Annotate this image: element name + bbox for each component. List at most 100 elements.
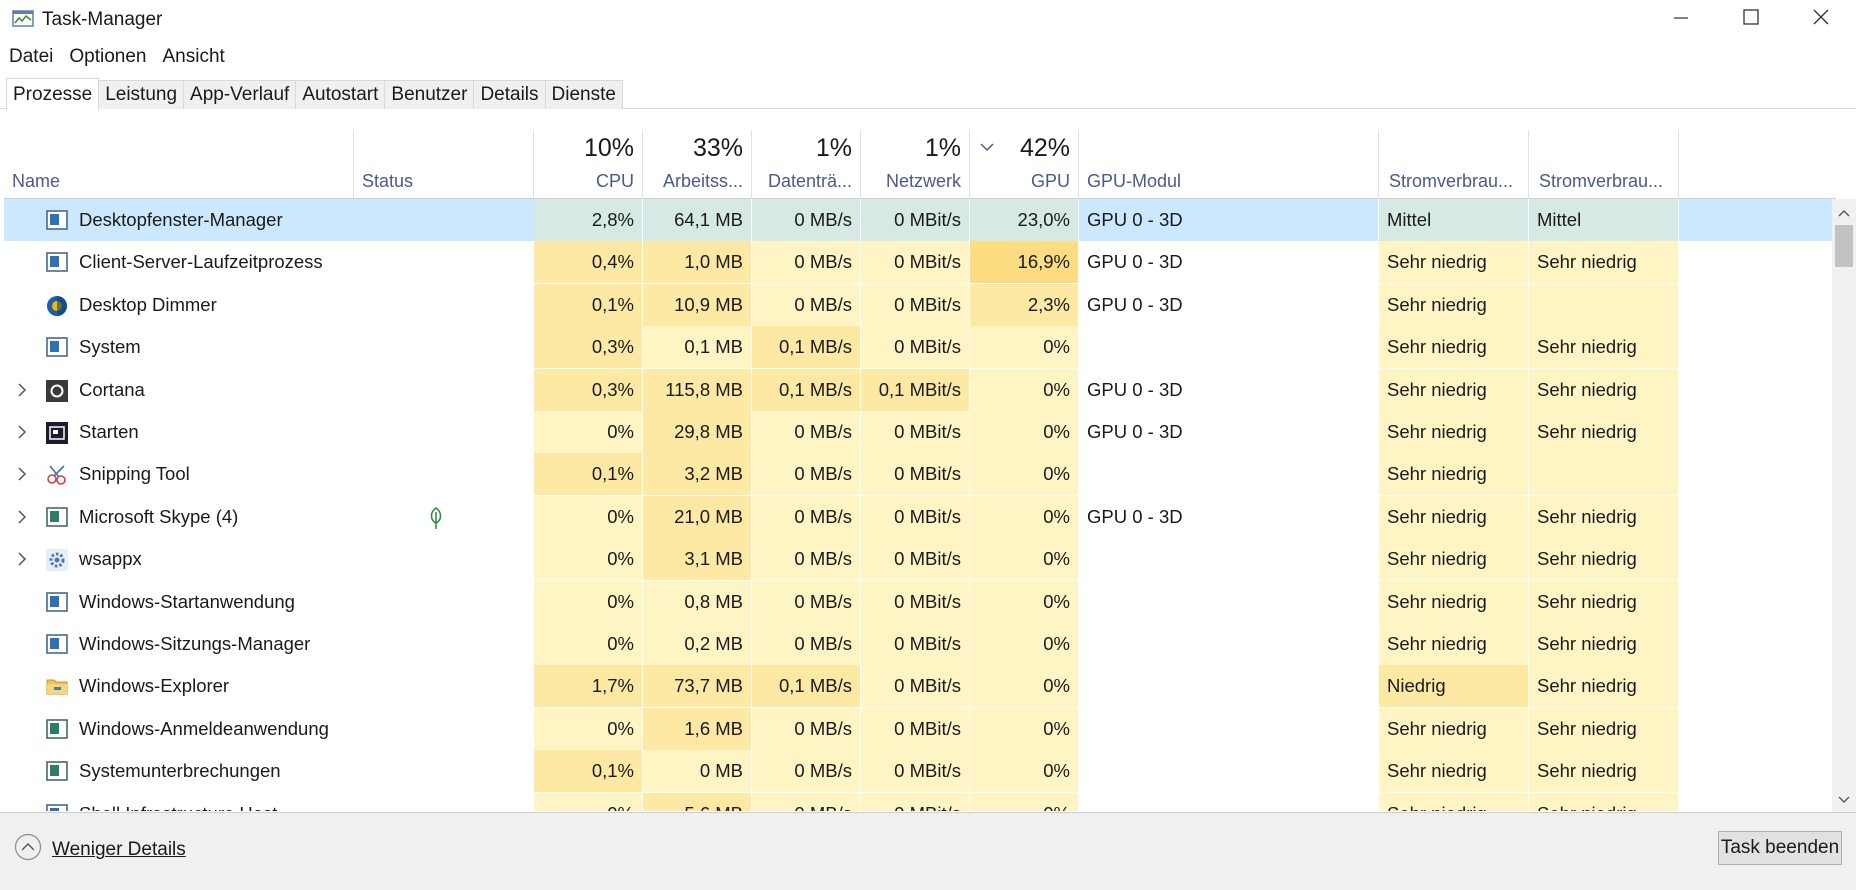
memory-cell: 21,0 MB [643,495,752,538]
power-usage-cell: Sehr niedrig [1379,580,1529,623]
column-gpu[interactable]: 42% GPU [970,130,1079,198]
memory-cell: 10,9 MB [643,283,752,326]
power-usage-cell: Mittel [1379,199,1529,241]
less-details-toggle[interactable]: Weniger Details [14,833,186,867]
process-name: Snipping Tool [79,463,190,485]
column-power-trend[interactable]: Stromverbrau... [1529,130,1679,198]
memory-cell: 3,1 MB [643,538,752,581]
process-row[interactable]: System 0,3% 0,1 MB 0,1 MB/s 0 MBit/s 0% Sehr n… [4,326,1836,369]
column-name[interactable]: Name [4,130,354,198]
column-gpu-engine-label: GPU-Modul [1087,171,1182,191]
title-bar[interactable]: Task-Manager [0,0,1856,40]
tab-autostart[interactable]: Autostart [295,80,386,109]
expand-chevron-icon[interactable] [16,551,28,573]
expand-chevron-icon[interactable] [16,382,28,404]
gpu-engine-cell: GPU 0 - 3D [1079,368,1379,411]
process-row[interactable]: Windows-Explorer 1,7% 73,7 MB 0,1 MB/s 0 MBi… [4,665,1836,708]
column-gpu-label: GPU [1030,171,1070,191]
process-name: Microsoft Skype (4) [79,505,239,527]
network-cell: 0 MBit/s [861,495,970,538]
tab-prozesse[interactable]: Prozesse [6,78,100,111]
maximize-button[interactable] [1716,0,1786,40]
collapse-circle-icon [14,833,42,867]
scroll-thumb[interactable] [1835,225,1853,267]
power-trend-cell: Sehr niedrig [1529,750,1679,793]
disk-cell: 0 MB/s [752,411,861,453]
window-app-green-icon [46,719,68,739]
process-name: Desktopfenster-Manager [79,209,283,230]
process-row[interactable]: Client-Server-Laufzeitprozess 0,4% 1,0 MB 0… [4,241,1836,284]
process-row[interactable]: Windows-Startanwendung 0% 0,8 MB 0 MB/s 0 MB… [4,580,1836,623]
gpu-engine-cell [1079,623,1379,665]
column-cpu[interactable]: 10% CPU [534,130,643,198]
minimize-button[interactable] [1646,0,1716,40]
cpu-cell: 0,4% [534,241,643,284]
process-row[interactable]: Microsoft Skype (4) 0% 21,0 MB 0 MB/s 0 MBit… [4,495,1836,538]
end-task-button[interactable]: Task beenden [1718,831,1842,865]
power-usage-cell: Sehr niedrig [1379,495,1529,538]
tab-dienste[interactable]: Dienste [544,80,623,109]
power-usage-cell: Sehr niedrig [1379,623,1529,665]
process-row[interactable]: Starten 0% 29,8 MB 0 MB/s 0 MBit/s 0% GPU 0 - … [4,411,1836,453]
cpu-cell: 0% [534,495,643,538]
close-button[interactable] [1786,0,1856,40]
footer-bar: Weniger Details Task beenden [0,812,1856,890]
tab-details[interactable]: Details [473,80,546,109]
cpu-cell: 0,1% [534,453,643,496]
power-trend-cell: Sehr niedrig [1529,665,1679,708]
process-row[interactable]: Snipping Tool 0,1% 3,2 MB 0 MB/s 0 MBit/s 0% S… [4,453,1836,496]
tab-leistung[interactable]: Leistung [98,80,185,109]
chevron-up-icon [1838,201,1850,223]
gpu-cell: 0% [970,665,1079,708]
power-usage-cell: Sehr niedrig [1379,538,1529,581]
gpu-cell: 0% [970,580,1079,623]
power-trend-cell: Sehr niedrig [1529,792,1679,811]
process-row[interactable]: Desktopfenster-Manager 2,8% 64,1 MB 0 MB/s 0… [4,199,1836,241]
process-row[interactable]: Windows-Anmeldeanwendung 0% 1,6 MB 0 MB/s 0 … [4,707,1836,750]
chevron-down-icon [1838,788,1850,810]
process-name: wsappx [79,548,142,570]
process-row[interactable]: Cortana 0,3% 115,8 MB 0,1 MB/s 0,1 MBit/s 0% G… [4,368,1836,411]
expand-chevron-icon[interactable] [16,424,28,446]
gpu-cell: 0% [970,538,1079,581]
expand-chevron-icon[interactable] [16,466,28,488]
menu-optionen[interactable]: Optionen [69,46,147,67]
column-cpu-label: CPU [595,171,634,191]
vertical-scrollbar[interactable] [1832,199,1856,812]
dimmer-icon [46,295,68,316]
column-disk-label: Datenträ... [767,171,852,191]
column-network[interactable]: 1% Netzwerk [861,130,970,198]
cpu-cell: 0% [534,792,643,811]
menu-ansicht[interactable]: Ansicht [162,46,225,67]
cpu-cell: 0% [534,580,643,623]
menu-datei[interactable]: Datei [9,46,54,67]
task-manager-icon [12,8,36,30]
disk-cell: 0 MB/s [752,750,861,793]
column-memory[interactable]: 33% Arbeitss... [643,130,752,198]
cpu-cell: 0,3% [534,326,643,369]
column-disk[interactable]: 1% Datenträ... [752,130,861,198]
process-row[interactable]: Windows-Sitzungs-Manager 0% 0,2 MB 0 MB/s 0 … [4,623,1836,665]
scroll-down-button[interactable] [1832,786,1856,812]
tab-app-verlauf[interactable]: App-Verlauf [183,80,297,109]
process-row[interactable]: Shell Infrastructure Host0%5,6 MB0 MB/s0… [4,792,1836,811]
gpu-engine-cell: GPU 0 - 3D [1079,411,1379,453]
column-status[interactable]: Status [354,130,534,198]
process-name: Windows-Startanwendung [79,590,295,612]
tab-benutzer[interactable]: Benutzer [384,80,475,109]
power-usage-cell: Sehr niedrig [1379,792,1529,811]
power-usage-cell: Sehr niedrig [1379,411,1529,453]
process-row[interactable]: wsappx 0% 3,1 MB 0 MB/s 0 MBit/s 0% Sehr niedr… [4,538,1836,581]
power-trend-cell: Sehr niedrig [1529,707,1679,750]
power-trend-cell: Mittel [1529,199,1679,241]
cpu-cell: 1,7% [534,665,643,708]
column-gpu-engine[interactable]: GPU-Modul [1079,130,1379,198]
process-row[interactable]: Systemunterbrechungen 0,1% 0 MB 0 MB/s 0 MBi… [4,750,1836,793]
scroll-up-button[interactable] [1832,199,1856,225]
process-row[interactable]: Desktop Dimmer 0,1% 10,9 MB 0 MB/s 0 MBit/s 2… [4,283,1836,326]
network-cell: 0 MBit/s [861,326,970,369]
column-status-label: Status [362,171,414,191]
column-power[interactable]: Stromverbrau... [1379,130,1529,198]
expand-chevron-icon[interactable] [16,509,28,531]
memory-cell: 1,6 MB [643,707,752,750]
